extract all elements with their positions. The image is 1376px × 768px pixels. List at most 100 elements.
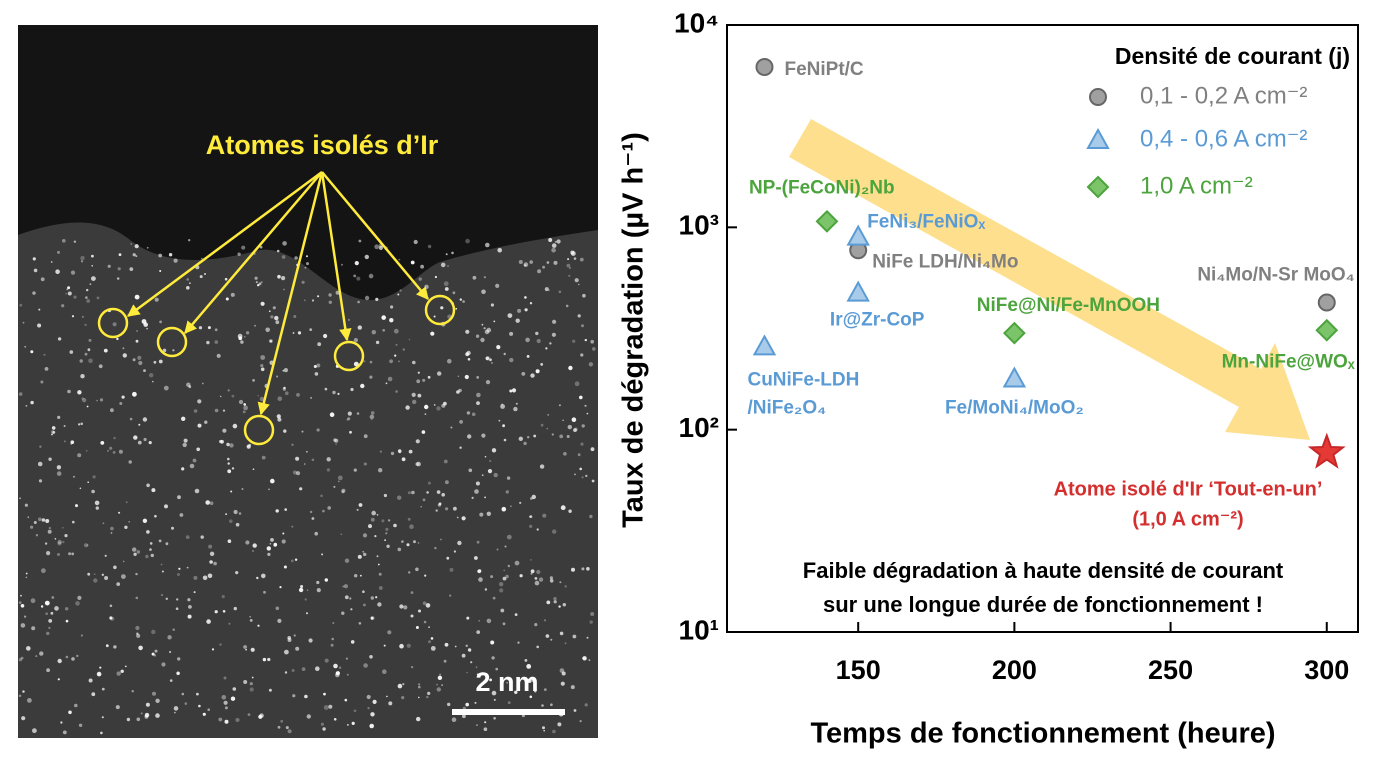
atom-dot [277, 618, 282, 624]
atom-dot [386, 695, 388, 698]
atom-dot [269, 339, 273, 343]
atom-dot [415, 626, 419, 629]
atom-dot [551, 247, 556, 253]
atom-dot [158, 539, 162, 543]
atom-dot [530, 559, 532, 561]
atom-dot [30, 598, 36, 604]
atom-dot [549, 576, 554, 580]
atom-dot [267, 657, 271, 662]
atom-dot [544, 287, 549, 292]
atom-dot [568, 365, 573, 371]
atom-dot [73, 475, 75, 478]
atom-dot [124, 525, 128, 529]
atom-dot [80, 255, 85, 261]
atom-dot [485, 242, 490, 248]
atom-dot [567, 258, 570, 261]
atom-dot [577, 314, 581, 318]
x-axis-label: Temps de fonctionnement (heure) [810, 718, 1275, 750]
y-axis-label: Taux de dégradation (µV h⁻¹) [618, 132, 650, 528]
atom-dot [333, 663, 338, 669]
atom-dot [440, 306, 444, 310]
x-tick-label: 200 [992, 655, 1037, 685]
atom-dot [523, 441, 527, 446]
atom-dot [579, 467, 582, 471]
atom-dot [559, 434, 564, 439]
atom-dot [126, 717, 131, 722]
atom-dot [177, 657, 181, 661]
atom-dot [297, 331, 302, 335]
atom-dot [303, 463, 306, 465]
atom-dot [543, 619, 547, 622]
atom-dot [411, 666, 414, 669]
atom-dot [260, 281, 263, 283]
atom-dot [465, 644, 468, 647]
atom-dot [467, 434, 472, 439]
atom-dot [397, 495, 402, 500]
atom-dot [208, 544, 213, 549]
atom-dot [357, 300, 360, 304]
atom-dot [48, 526, 52, 530]
atom-dot [410, 260, 415, 265]
atom-dot [245, 331, 250, 335]
atom-dot [205, 500, 210, 505]
legend-title: Densité de courant (j) [1115, 43, 1350, 69]
atom-dot [390, 305, 394, 309]
atom-dot [557, 722, 562, 727]
atom-dot [141, 319, 147, 324]
atom-dot [282, 532, 285, 535]
atom-dot [87, 348, 91, 352]
atom-dot [292, 332, 295, 334]
atom-dot [362, 590, 365, 593]
atom-dot [332, 622, 335, 624]
atom-dot [153, 654, 157, 657]
atom-dot [536, 338, 541, 344]
atom-dot [428, 640, 431, 644]
atom-dot [343, 584, 348, 589]
atom-dot [136, 632, 139, 635]
atom-dot [353, 338, 358, 343]
atom-dot [245, 648, 247, 651]
atom-dot [181, 467, 185, 471]
atom-dot [592, 347, 596, 351]
atom-dot [259, 245, 263, 249]
atom-dot [509, 357, 514, 363]
atom-dot [104, 554, 107, 557]
atom-dot [459, 420, 463, 424]
atom-dot [30, 400, 34, 405]
atom-dot [80, 422, 83, 426]
atom-dot [85, 449, 88, 452]
atom-dot [275, 509, 279, 513]
atom-dot [511, 388, 517, 393]
atom-dot [437, 371, 442, 376]
atom-dot [201, 382, 204, 385]
atom-dot [389, 318, 394, 323]
atom-dot [40, 277, 45, 282]
atom-dot [489, 678, 492, 682]
atom-dot [182, 442, 187, 448]
atom-dot [152, 691, 156, 696]
atom-dot [235, 571, 239, 575]
atom-dot [276, 375, 279, 378]
atom-dot [233, 509, 238, 515]
atom-dot [65, 619, 69, 623]
atom-dot [31, 626, 36, 631]
atom-dot [33, 521, 37, 524]
atom-dot [441, 493, 446, 497]
atom-dot [590, 339, 594, 344]
atom-dot [564, 642, 567, 645]
atom-dot [427, 375, 431, 379]
atom-dot [82, 398, 87, 403]
atom-dot [44, 542, 48, 545]
atom-dot [142, 518, 148, 523]
atom-dot [493, 320, 496, 323]
atom-dot [38, 479, 43, 483]
atom-dot [146, 246, 149, 249]
atom-dot [457, 375, 460, 378]
atom-dot [179, 513, 184, 517]
atom-dot [433, 315, 436, 318]
atom-dot [481, 433, 486, 438]
atom-dot [84, 323, 87, 327]
atom-dot [465, 329, 470, 334]
atom-dot [505, 490, 509, 494]
atom-dot [582, 657, 585, 660]
